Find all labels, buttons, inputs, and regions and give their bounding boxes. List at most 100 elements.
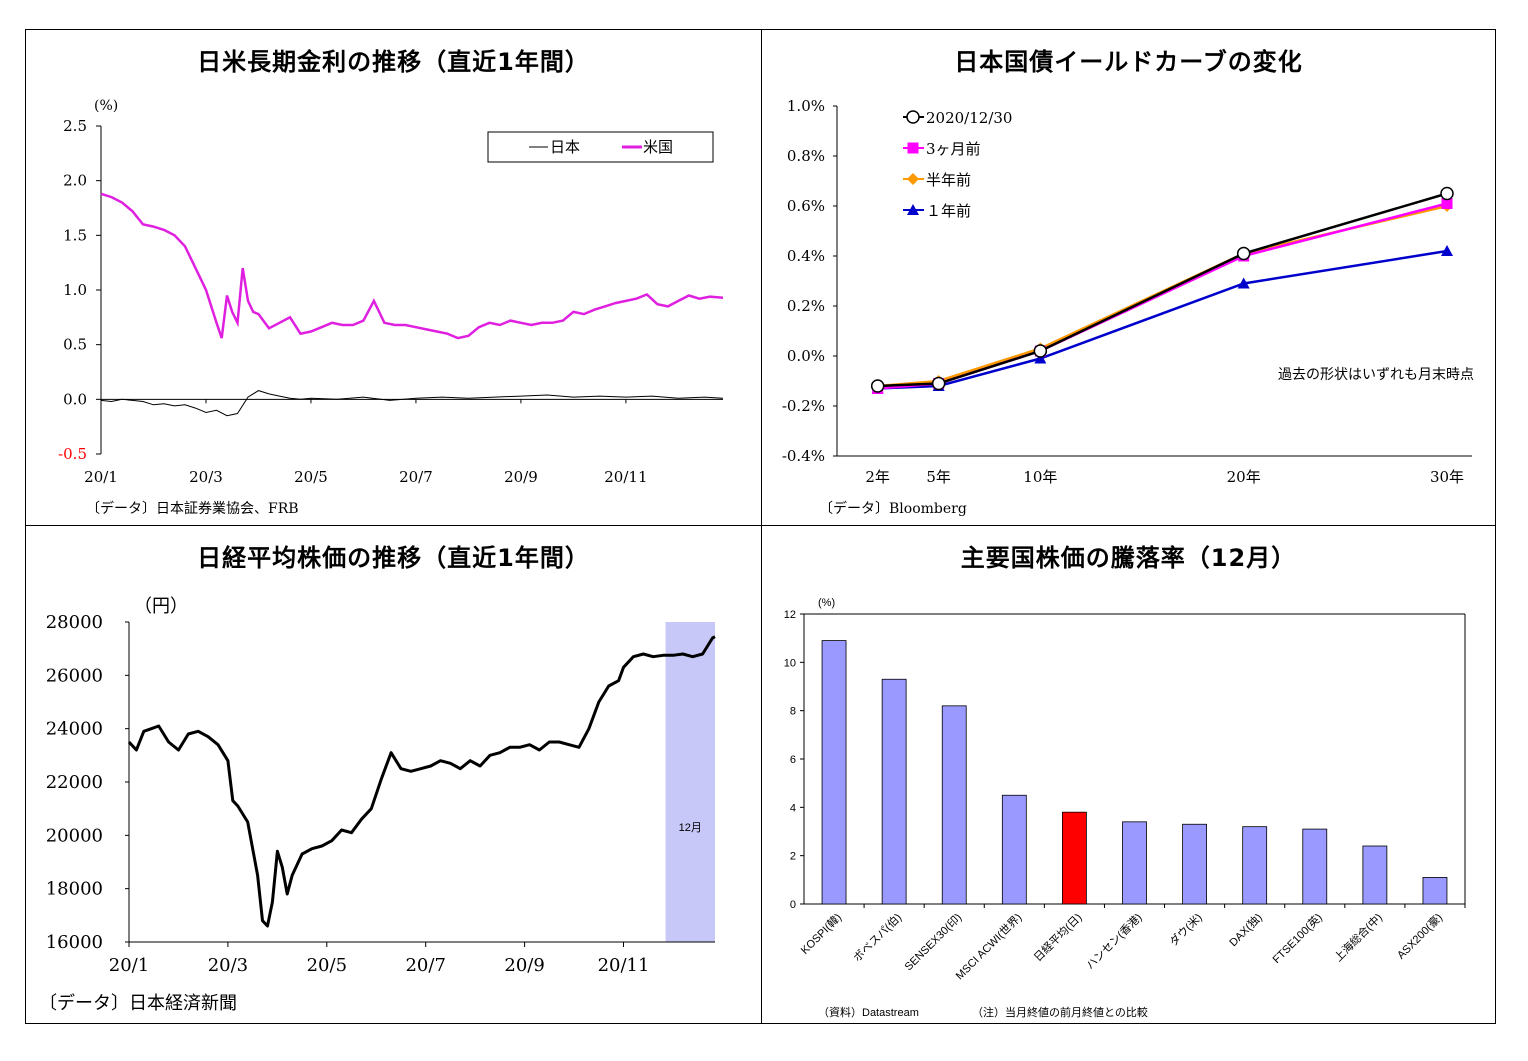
x-tick-label: 日経平均(日): [1031, 911, 1084, 964]
x-tick-label: ASX200(豪): [1394, 910, 1445, 961]
y-tick-label: 6: [790, 754, 796, 766]
x-tick-label: SENSEX30(印): [902, 911, 964, 973]
bar: [821, 640, 847, 905]
x-tick-label: 30年: [1430, 468, 1464, 486]
x-tick-label: 2年: [865, 468, 890, 486]
y-tick-label: 2.5: [63, 117, 87, 135]
y-tick-label: 20000: [46, 825, 103, 846]
series-marker: [1237, 277, 1250, 289]
y-tick-label: 0.5: [63, 336, 87, 354]
x-tick-label: 20年: [1227, 468, 1261, 486]
legend-marker: [906, 110, 920, 124]
bar: [1062, 811, 1087, 905]
y-tick-label: 12: [784, 609, 796, 621]
y-tick-label: 28000: [46, 612, 103, 633]
series-marker: [1236, 246, 1251, 261]
series-marker: [1441, 198, 1453, 209]
y-tick-label: 1.5: [63, 226, 87, 244]
shape-annotation: 過去の形状はいずれも月末時点: [1278, 367, 1474, 383]
x-tick-label: 20/3: [208, 955, 248, 976]
y-unit-label: (%): [94, 98, 118, 114]
world-stocks-chart: 12 10 8 6 4 2 0 (%) KOSPI(韓) ボベスパ(伯)SENSEX30(印)MS…: [784, 597, 1466, 1019]
source-note: 〔データ〕日本経済新聞: [39, 993, 237, 1014]
x-tick-label: MSCI ACWI(世界): [953, 911, 1024, 982]
source-note: （資料）Datastream: [818, 1005, 919, 1019]
legend-label: 2020/12/30: [926, 109, 1012, 127]
x-tick-label: 20/7: [399, 468, 433, 486]
x-tick-label: 上海総合(中): [1331, 910, 1385, 964]
rates-chart-title: 日米長期金利の推移（直近1年間）: [197, 48, 590, 76]
x-tick-label: 20/1: [109, 955, 149, 976]
y-tick-label: 2: [790, 851, 796, 863]
y-tick-label: 1.0: [63, 281, 87, 299]
y-tick-label: 0.2%: [787, 297, 825, 315]
legend-marker: [907, 204, 919, 215]
yield-curve-chart-title: 日本国債イールドカーブの変化: [954, 48, 1303, 76]
bar: [1242, 826, 1268, 905]
bar: [1122, 821, 1147, 905]
x-tick-label: FTSE100(英): [1269, 910, 1325, 966]
y-unit-label: (%): [818, 597, 835, 609]
bar: [1362, 845, 1388, 905]
y-tick-label: -0.2%: [782, 397, 825, 415]
y-tick-label: -0.5: [58, 445, 87, 463]
y-tick-label: 0.8%: [787, 147, 825, 165]
y-tick-label: 18000: [46, 879, 103, 900]
y-tick-label: 2.0: [63, 172, 87, 190]
series-line-japan: [100, 390, 724, 417]
y-tick-label: 24000: [46, 719, 103, 740]
y-tick-label: 0.0%: [787, 347, 825, 365]
y-tick-label: 4: [790, 802, 796, 814]
y-tick-label: 0.6%: [787, 197, 825, 215]
series-line: [877, 204, 1448, 388]
bar: [1422, 877, 1448, 905]
y-tick-label: -0.4%: [782, 447, 825, 465]
y-unit-label: （円）: [134, 596, 188, 617]
x-tick-label: 20/9: [504, 955, 544, 976]
series-marker: [1034, 352, 1047, 364]
x-tick-label: 20/3: [189, 468, 223, 486]
y-tick-label: 1.0%: [787, 97, 825, 115]
legend-label: 半年前: [926, 171, 971, 189]
x-tick-label: ボベスパ(伯): [850, 910, 904, 964]
bar: [1182, 823, 1207, 905]
x-tick-label: 20/9: [504, 468, 538, 486]
y-tick-label: 22000: [46, 772, 103, 793]
y-tick-label: 8: [790, 706, 796, 718]
legend-box: [487, 131, 714, 163]
series-line: [877, 192, 1448, 388]
x-tick-label: 20/5: [294, 468, 328, 486]
series-marker: [870, 379, 885, 393]
rates-chart: 2.5 2.0 1.5 1.0 0.5 0.0 -0.5 (%) 20/1 20/3 20/5 20/…: [58, 98, 724, 517]
nikkei-chart: 12月 28000 26000 24000 22000 20000 18000 16000 （円…: [39, 596, 716, 1014]
world-stocks-chart-title: 主要国株価の騰落率（12月）: [960, 544, 1297, 572]
series-marker: [1441, 245, 1453, 256]
y-tick-label: 0.4%: [787, 247, 825, 265]
nikkei-panel: 日経平均株価の推移（直近1年間） 12月 28000 26000 24000 22000…: [25, 525, 762, 1024]
series-line-us: [100, 192, 724, 340]
source-note: 〔データ〕Bloomberg: [819, 500, 967, 517]
y-tick-label: 0.0: [63, 390, 87, 408]
x-tick-label: KOSPI(韓): [798, 911, 844, 957]
x-tick-label: 5年: [926, 468, 951, 486]
x-tick-label: ハンセン(香港): [1084, 911, 1145, 972]
series-marker: [1440, 186, 1454, 201]
nikkei-series-line: [127, 635, 716, 928]
x-tick-label: DAX(独): [1227, 911, 1265, 949]
series-marker: [1033, 344, 1048, 358]
y-tick-label: 10: [784, 657, 796, 669]
bar: [881, 678, 907, 905]
bar: [1302, 828, 1328, 905]
legend-marker: [907, 173, 919, 185]
footnote: （注）当月終値の前月終値との比較: [972, 1005, 1148, 1019]
legend-marker: [907, 142, 919, 154]
yield-curve-panel: 日本国債イールドカーブの変化 1.0% 0.8% 0.6% 0.4% 0.2% 0.0% -…: [761, 29, 1496, 526]
legend-label-japan: 日本: [550, 138, 580, 156]
series-marker: [931, 376, 946, 391]
x-tick-label: 20/11: [604, 468, 647, 486]
yield-curve-chart: 1.0% 0.8% 0.6% 0.4% 0.2% 0.0% -0.2% -0.4% 2年 5年 10…: [782, 97, 1474, 517]
x-tick-label: ダウ(米): [1166, 910, 1204, 948]
x-tick-label: 10年: [1023, 468, 1057, 486]
rates-panel: 日米長期金利の推移（直近1年間） 2.5 2.0 1.5 1.0 0.5 0.0 -0.5 (…: [25, 29, 762, 526]
y-tick-label: 26000: [46, 665, 103, 686]
